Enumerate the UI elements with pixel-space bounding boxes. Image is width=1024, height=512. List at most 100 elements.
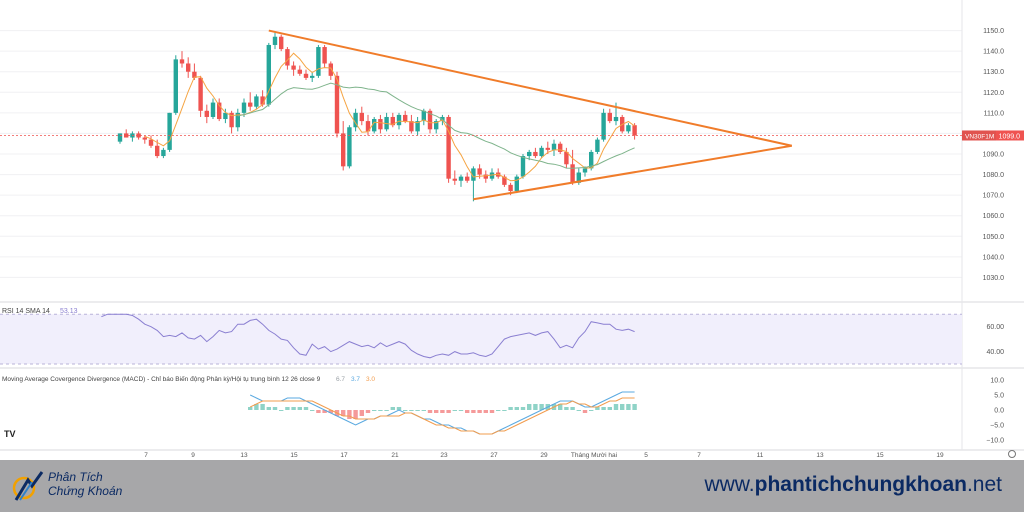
macd-tick-label: 10.0 <box>990 378 1004 385</box>
candle-body <box>576 172 581 183</box>
candle-body <box>372 119 377 132</box>
macd-histogram-bar <box>328 410 333 413</box>
last-price-label: 1099.0 <box>999 133 1021 140</box>
candle-body <box>458 176 464 181</box>
candle-body <box>539 147 544 157</box>
macd-histogram-bar <box>396 407 402 410</box>
trendline <box>268 29 793 147</box>
macd-histogram-bar <box>527 404 532 410</box>
macd-histogram-bar <box>496 410 501 411</box>
macd-histogram-bar <box>558 404 563 410</box>
candle-body <box>192 71 197 78</box>
macd-histogram-bar <box>582 410 588 413</box>
macd-histogram-bar <box>446 410 451 413</box>
macd-histogram-bar <box>508 407 513 410</box>
candle-body <box>167 112 172 150</box>
candle-body <box>421 110 426 122</box>
candle-body <box>173 59 178 113</box>
website-url[interactable]: www.phantichchungkhoan.net <box>704 473 1002 497</box>
rsi-tick-label: 60.00 <box>986 324 1004 331</box>
x-tick-label: 9 <box>191 452 195 459</box>
macd-histogram-bar <box>489 410 495 413</box>
macd-histogram-bar <box>421 410 426 411</box>
candle-body <box>279 36 284 50</box>
macd-histogram-bar <box>365 410 371 413</box>
website-suffix: .net <box>966 473 1002 496</box>
y-tick-label: 1110.0 <box>984 110 1004 117</box>
footer-banner: Phân Tích Chứng Khoán www.phantichchungk… <box>0 460 1024 512</box>
rsi-line <box>101 313 635 359</box>
ma-long-line <box>237 82 635 169</box>
candle-body <box>434 121 439 130</box>
y-tick-label: 1080.0 <box>983 172 1005 179</box>
y-tick-label: 1140.0 <box>983 49 1004 56</box>
macd-histogram-bar <box>502 410 507 411</box>
chart-area[interactable]: 1150.01140.01130.01120.01110.01100.01090… <box>0 0 1024 460</box>
candle-body <box>148 139 154 146</box>
x-tick-label: 7 <box>144 452 148 459</box>
macd-histogram-bar <box>533 404 538 410</box>
macd-signal-line <box>249 397 635 435</box>
macd-histogram-bar <box>564 407 569 410</box>
y-tick-label: 1030.0 <box>983 275 1005 282</box>
settings-gear-icon[interactable] <box>1008 450 1016 458</box>
x-tick-label: 29 <box>540 452 548 459</box>
candle-body <box>502 176 507 185</box>
candle-body <box>210 102 216 117</box>
candle-body <box>353 112 358 128</box>
candle-body <box>520 156 526 177</box>
x-tick-label: 11 <box>757 452 764 459</box>
candle-body <box>632 125 637 136</box>
macd-histogram-bar <box>310 410 315 411</box>
macd-histogram-bar <box>570 407 575 410</box>
rsi-band <box>0 314 962 364</box>
macd-histogram-bar <box>471 410 476 413</box>
candle-body <box>396 114 402 126</box>
chart-canvas[interactable]: 1150.01140.01130.01120.01110.01100.01090… <box>0 0 1024 460</box>
x-tick-label: 5 <box>644 452 648 459</box>
macd-histogram-bar <box>477 410 482 413</box>
macd-histogram-bar <box>279 410 284 411</box>
candle-body <box>117 133 123 142</box>
candle-body <box>582 168 588 173</box>
candle-body <box>198 77 203 111</box>
rsi-tick-label: 40.00 <box>986 349 1004 356</box>
macd-histogram-bar <box>434 410 439 413</box>
candle-body <box>452 178 457 181</box>
candle-body <box>477 168 482 175</box>
candle-body <box>489 172 495 179</box>
brand-logo-icon <box>12 471 44 501</box>
macd-histogram-bar <box>409 410 414 411</box>
candle-body <box>223 112 228 120</box>
macd-histogram-bar <box>384 410 389 411</box>
y-tick-label: 1070.0 <box>983 193 1005 200</box>
candle-body <box>589 151 594 169</box>
candle-body <box>607 112 612 122</box>
macd-histogram-bar <box>378 410 383 411</box>
symbol-box <box>962 130 996 141</box>
trendline <box>473 144 792 201</box>
macd-histogram-bar <box>632 404 637 410</box>
candle-body <box>465 176 470 181</box>
macd-histogram-bar <box>347 410 352 419</box>
macd-histogram-bar <box>626 404 631 410</box>
candle-body <box>403 114 408 122</box>
y-tick-label: 1150.0 <box>983 28 1004 35</box>
candle-body <box>260 96 265 105</box>
candle-body <box>179 59 185 64</box>
macd-histogram-bar <box>415 410 420 411</box>
x-tick-label: 7 <box>697 452 701 459</box>
x-tick-label: 17 <box>340 452 348 459</box>
candle-body <box>235 112 240 128</box>
candle-body <box>124 133 129 138</box>
candle-body <box>254 96 259 107</box>
candle-body <box>446 116 451 179</box>
candle-body <box>390 116 395 126</box>
candle-body <box>248 102 253 107</box>
macd-tick-label: 5.0 <box>994 393 1004 400</box>
macd-histogram-bar <box>589 410 594 411</box>
candle-body <box>613 116 619 122</box>
macd-histogram-bar <box>291 407 296 410</box>
candle-body <box>514 176 519 192</box>
candle-body <box>186 63 191 72</box>
